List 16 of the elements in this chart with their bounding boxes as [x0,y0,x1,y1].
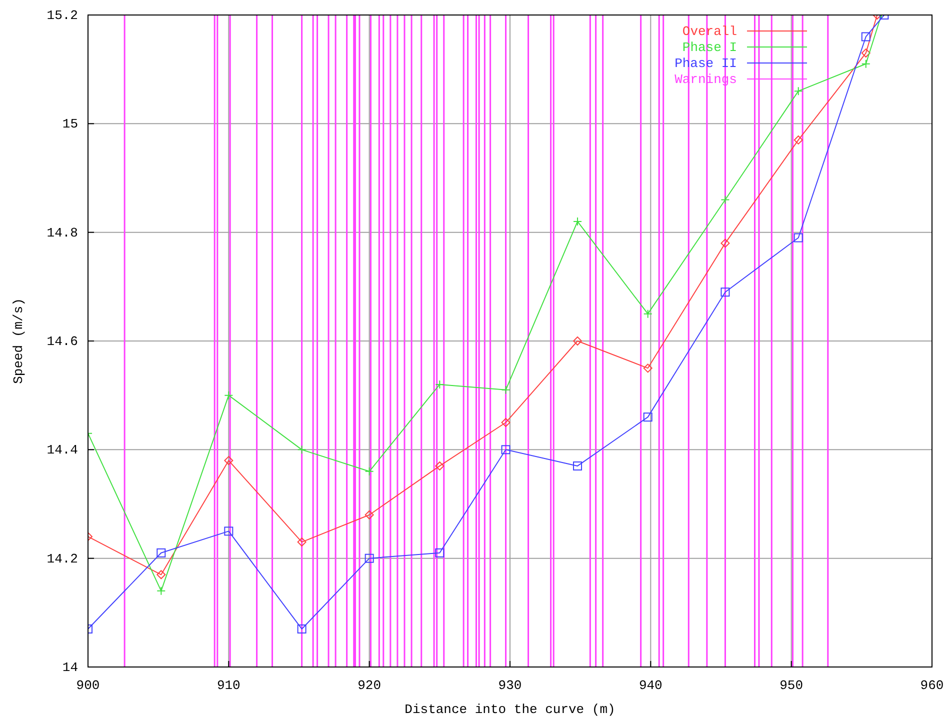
y-tick-label: 14.6 [46,334,78,349]
y-tick-label: 15 [62,116,78,132]
x-tick-label: 940 [638,678,662,693]
x-tick-label: 950 [780,678,804,693]
y-tick-label: 14.2 [46,551,78,566]
x-tick-label: 920 [358,678,382,693]
y-tick-label: 15.2 [46,8,78,23]
y-tick-label: 14 [62,660,78,675]
x-tick-label: 900 [76,678,100,693]
y-tick-label: 14.8 [46,225,78,240]
x-tick-label: 910 [216,678,240,693]
x-tick-label: 960 [920,678,944,693]
x-tick-label: 930 [498,678,522,693]
x-axis-title: Distance into the curve (m) [404,702,616,717]
y-axis-title: Speed (m/s) [11,298,26,384]
y-tick-label: 14.4 [46,442,78,458]
